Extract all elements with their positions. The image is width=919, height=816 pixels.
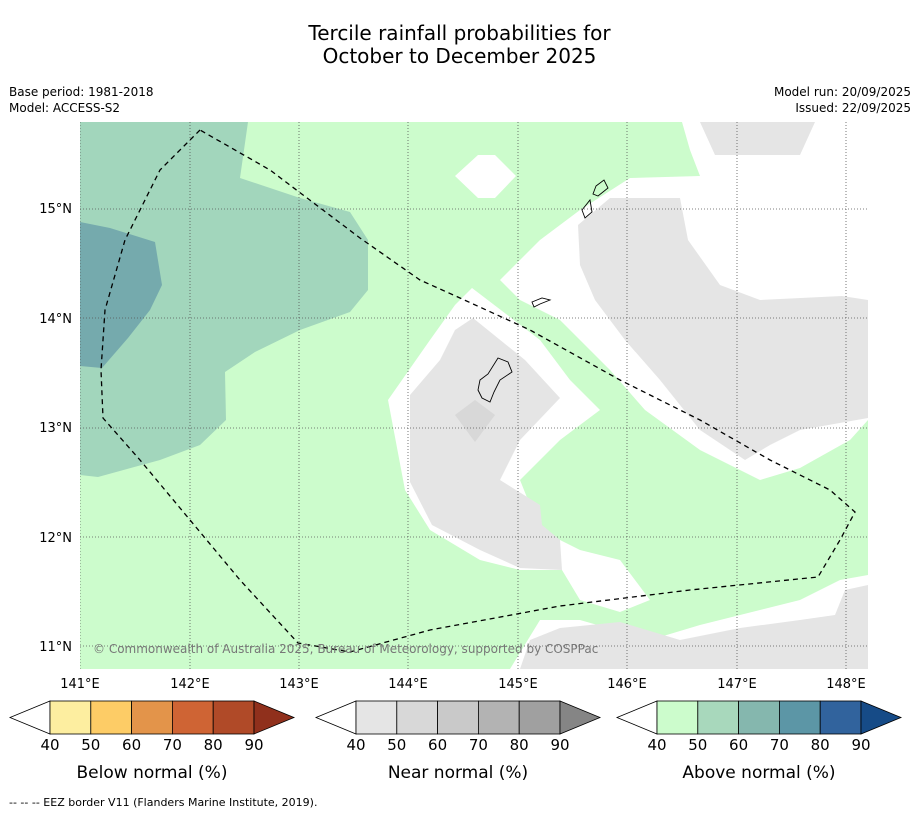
lat-label: 15°N [39, 202, 72, 217]
colorbar-tick-label: 70 [163, 736, 182, 754]
map-title: Tercile rainfall probabilities for Octob… [0, 22, 919, 68]
meta-left: Base period: 1981-2018 Model: ACCESS-S2 [9, 84, 154, 116]
colorbar-tick-label: 70 [469, 736, 488, 754]
colorbar-tick-label: 80 [510, 736, 529, 754]
colorbar-tick-label: 40 [647, 736, 666, 754]
colorbar-near-normal: 40 50 60 70 80 90 Near normal (%) [314, 700, 602, 783]
island-tinian [592, 179, 609, 197]
lon-label: 143°E [279, 677, 319, 692]
lon-label: 141°E [60, 677, 100, 692]
colorbar-segment [697, 700, 739, 735]
colorbar-tick-label: 40 [346, 736, 365, 754]
near-normal-region-ne [578, 198, 868, 460]
colorbar-segment [437, 700, 479, 735]
colorbar-title: Below normal (%) [77, 763, 228, 783]
lat-label: 11°N [39, 640, 72, 655]
near-normal-region-guam [410, 318, 562, 570]
colorbar-segment [131, 700, 173, 735]
colorbar-segment [738, 700, 780, 735]
lat-label: 14°N [39, 312, 72, 327]
colorbar-tick-label: 90 [851, 736, 870, 754]
colorbar-segment [49, 700, 92, 735]
meta-right: Model run: 20/09/2025 Issued: 22/09/2025 [774, 84, 911, 116]
eez-border-line [100, 129, 856, 653]
colorbar-arrow-low [8, 700, 51, 735]
colorbar-tick-label: 80 [204, 736, 223, 754]
colorbar-segment [819, 700, 862, 735]
lat-label: 12°N [39, 531, 72, 546]
colorbar-segment [518, 700, 561, 735]
colorbar-title: Near normal (%) [388, 763, 528, 783]
base-period: Base period: 1981-2018 [9, 85, 154, 99]
above-normal-50-region [80, 122, 368, 477]
eez-footnote: -- -- -- EEZ border V11 (Flanders Marine… [9, 796, 318, 809]
island-rota [581, 198, 593, 219]
issued-date: Issued: 22/09/2025 [795, 101, 911, 115]
lat-label: 13°N [39, 421, 72, 436]
map-area: © Commonwealth of Australia 2025, Bureau… [80, 122, 868, 669]
graticule [80, 122, 868, 669]
lon-labels: 141°E 142°E 143°E 144°E 145°E 146°E 147°… [60, 677, 866, 692]
near-normal-region-se [520, 585, 868, 669]
colorbar-segment [656, 700, 699, 735]
lon-label: 142°E [170, 677, 210, 692]
colorbar-segment [396, 700, 438, 735]
colorbar-tick-label: 80 [811, 736, 830, 754]
colorbar-segment [779, 700, 821, 735]
near-normal-region-ne-top [700, 122, 815, 155]
colorbar-arrow-high [559, 700, 602, 735]
colorbar-tick-label: 50 [387, 736, 406, 754]
colorbar-segment [355, 700, 398, 735]
title-line-1: Tercile rainfall probabilities for [308, 21, 611, 45]
colorbar-tick-label: 90 [244, 736, 263, 754]
lon-label: 144°E [388, 677, 428, 692]
colorbar-tick-label: 50 [81, 736, 100, 754]
colorbar-tick-label: 90 [550, 736, 569, 754]
model-run: Model run: 20/09/2025 [773, 85, 911, 99]
colorbar-tick-label: 40 [40, 736, 59, 754]
colorbar-segment [477, 700, 520, 735]
colorbar-above-normal: 40 50 60 70 80 90 Above normal (%) [615, 700, 903, 783]
copyright-text: © Commonwealth of Australia 2025, Bureau… [93, 642, 598, 656]
colorbar-arrow-high [860, 700, 903, 735]
colorbar-tick-label: 60 [122, 736, 141, 754]
colorbar-segment [90, 700, 133, 735]
lon-label: 147°E [717, 677, 757, 692]
no-signal-patch [455, 155, 516, 198]
colorbar-segment [212, 700, 255, 735]
colorbar-tick-label: 70 [770, 736, 789, 754]
colorbar-tick-label: 60 [729, 736, 748, 754]
guam-island [477, 357, 513, 403]
title-line-2: October to December 2025 [322, 44, 597, 68]
lon-label: 148°E [826, 677, 866, 692]
lon-label: 145°E [498, 677, 538, 692]
colorbar-arrow-low [314, 700, 357, 735]
colorbar-arrow-low [615, 700, 658, 735]
colorbar-arrow-high [253, 700, 296, 735]
above-normal-60-region [80, 222, 162, 368]
colorbar-tick-label: 60 [428, 736, 447, 754]
near-normal-50-region [455, 400, 495, 442]
lat-labels: 15°N 14°N 13°N 12°N 11°N [39, 202, 72, 655]
colorbar-below-normal: 40 50 60 70 80 90 Below normal (%) [8, 700, 296, 783]
island-small [531, 297, 552, 308]
colorbar-tick-label: 50 [688, 736, 707, 754]
colorbar-segment [171, 700, 214, 735]
lon-label: 146°E [607, 677, 647, 692]
colorbar-title: Above normal (%) [682, 763, 835, 783]
model-name: Model: ACCESS-S2 [9, 101, 121, 115]
